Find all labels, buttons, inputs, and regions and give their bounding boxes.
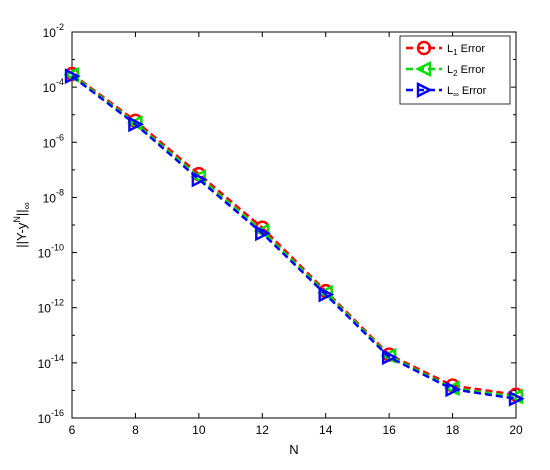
- legend-entry: L2 Error: [406, 61, 485, 78]
- data-point: [190, 169, 207, 185]
- y-tick-label: 10-8: [43, 187, 64, 205]
- legend-entry: L1 Error: [406, 40, 485, 57]
- y-tick-label: 10-12: [38, 298, 64, 316]
- data-point: [380, 347, 397, 364]
- y-tick-label: 10-6: [43, 132, 64, 150]
- data-point: [381, 349, 398, 366]
- legend-marker: [415, 61, 432, 77]
- y-axis-label: ||Y-yN||∞: [12, 202, 33, 247]
- x-tick-label: 20: [509, 423, 523, 437]
- x-tick-label: 8: [132, 423, 139, 437]
- x-tick-label: 6: [69, 423, 76, 437]
- data-point: [64, 68, 81, 85]
- x-tick-label: 14: [319, 423, 333, 437]
- legend-label: L2 Error: [447, 64, 485, 78]
- data-point: [255, 225, 271, 242]
- axes-layer: 6 8 10 12 14 16 18 20 10-2 10-4 10-6 10-8 10-10 10-12…: [12, 22, 523, 457]
- x-tick-label: 12: [256, 423, 270, 437]
- x-tick-label: 10: [192, 423, 206, 437]
- legend: L1 Error L2 Error L∞ Error: [399, 35, 511, 105]
- data-point: [128, 116, 145, 133]
- data-point: [191, 171, 208, 188]
- series-line: [71, 75, 517, 400]
- series-line: [71, 73, 517, 396]
- y-tick-label: 10-4: [43, 77, 64, 95]
- legend-marker: [416, 82, 433, 98]
- y-tick-label: 10-16: [38, 408, 64, 426]
- legend-label: L1 Error: [447, 43, 485, 57]
- y-tick-label: 10-14: [38, 353, 64, 371]
- x-axis-label: N: [289, 442, 298, 457]
- data-point: [507, 388, 524, 405]
- data-point: [445, 381, 462, 398]
- y-tick-label: 10-10: [38, 243, 64, 261]
- x-tick-label: 18: [446, 423, 460, 437]
- data-point: [63, 66, 80, 83]
- y-tick-label: 10-2: [43, 22, 64, 40]
- legend-marker: [416, 40, 432, 56]
- series-3: [64, 68, 525, 407]
- legend-entry: L∞ Error: [406, 82, 487, 99]
- series-layer: [63, 66, 525, 407]
- legend-label: L∞ Error: [447, 85, 487, 99]
- data-point: [508, 390, 525, 407]
- x-tick-label: 16: [382, 423, 396, 437]
- data-point: [318, 286, 335, 303]
